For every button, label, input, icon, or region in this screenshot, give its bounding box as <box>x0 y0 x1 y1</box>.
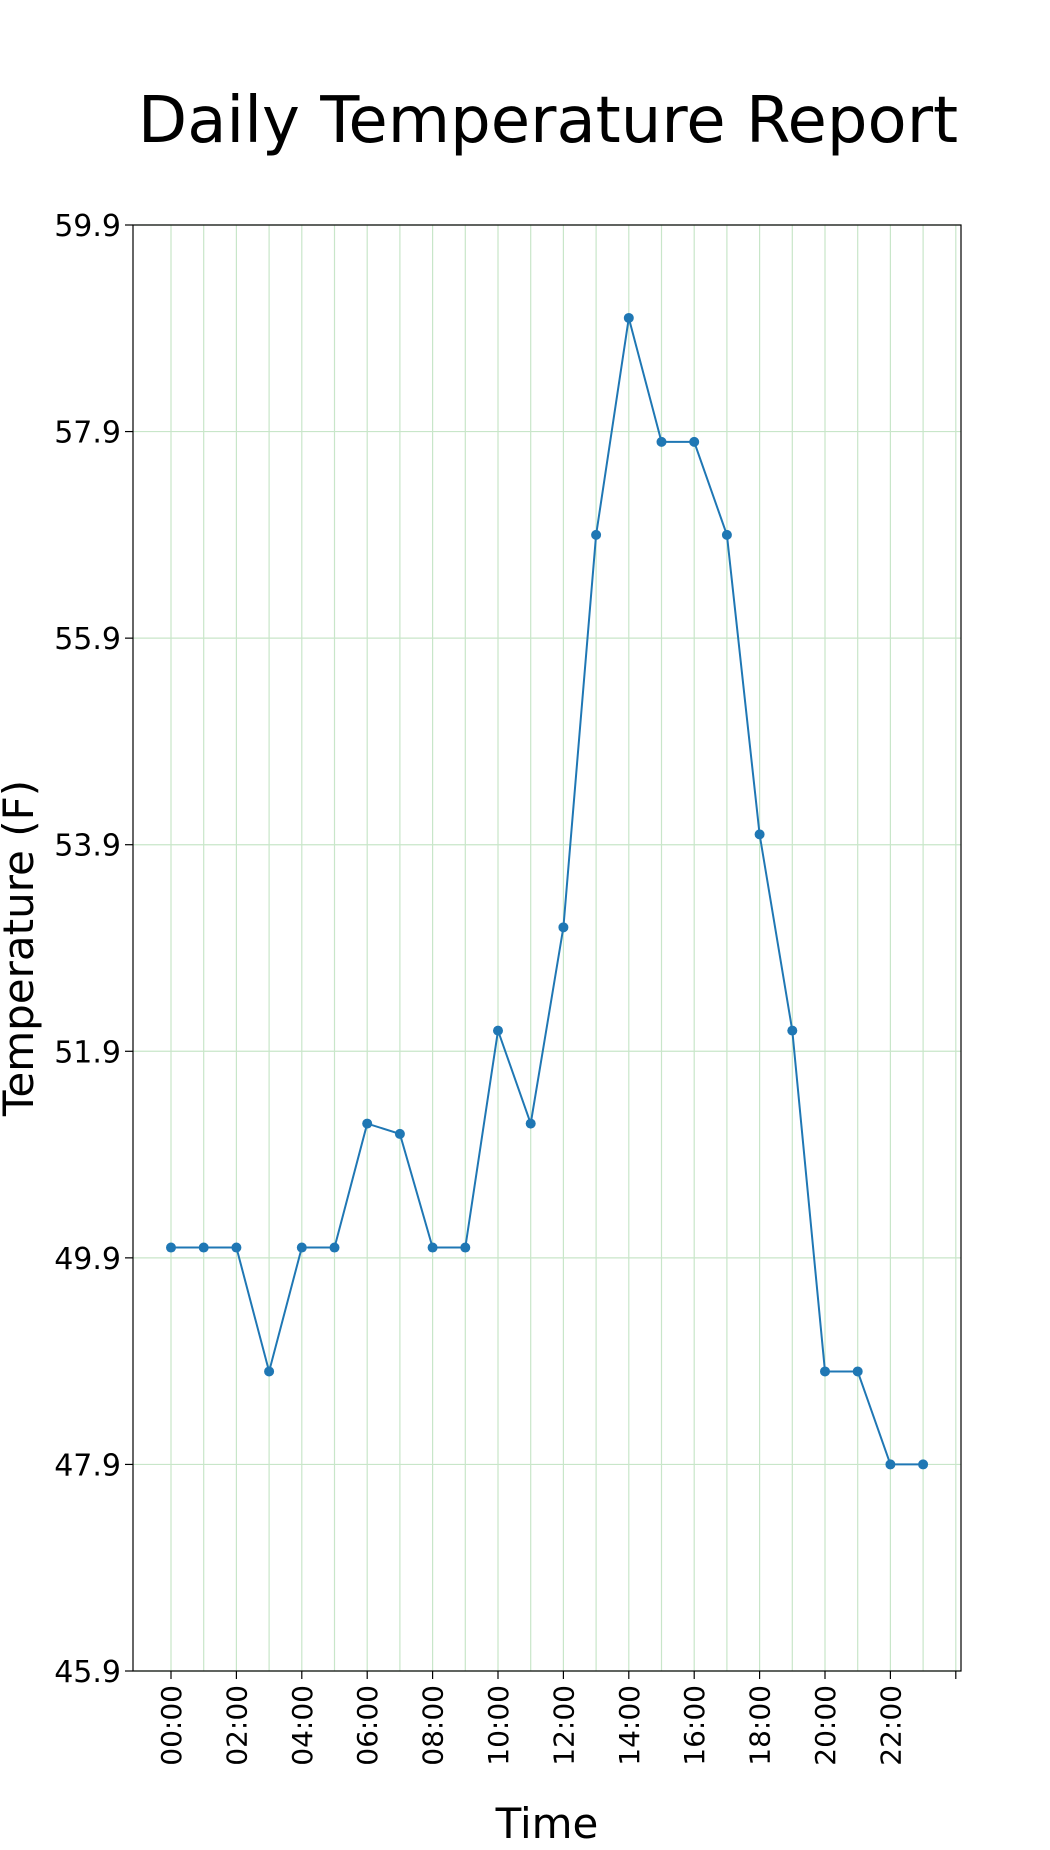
chart-title: Daily Temperature Report <box>138 84 958 158</box>
data-point-1400 <box>623 312 634 323</box>
x-tick-label: 12:00 <box>547 1685 580 1766</box>
x-tick-label: 20:00 <box>809 1685 842 1766</box>
x-tick-label: 06:00 <box>351 1685 384 1766</box>
data-point-1000 <box>493 1025 503 1036</box>
data-point-2200 <box>885 1459 896 1470</box>
data-point-1600 <box>689 436 700 447</box>
data-point-1300 <box>591 529 602 540</box>
data-point-0200 <box>231 1242 242 1253</box>
x-tick-label: 08:00 <box>417 1685 450 1766</box>
y-axis-ticks: 45.9 47.9 49.9 51.9 53.9 55.9 57.9 59.9 <box>54 209 133 1690</box>
x-tick-label: 04:00 <box>286 1685 319 1766</box>
y-tick-label: 49.9 <box>54 1242 121 1277</box>
y-axis-label: Temperature (F) <box>0 780 43 1117</box>
temperature-series <box>166 312 929 1470</box>
y-tick-label: 57.9 <box>54 416 121 451</box>
data-point-0400 <box>296 1242 307 1253</box>
x-tick-label: 22:00 <box>874 1685 907 1766</box>
data-point-1200 <box>558 922 569 933</box>
data-point-0100 <box>198 1242 209 1253</box>
data-point-2000 <box>820 1366 830 1377</box>
data-point-1500 <box>656 436 667 447</box>
x-axis-ticks: 00:00 02:00 04:00 06:00 08:00 10:00 12:00 14:00… <box>155 1671 957 1766</box>
x-tick-label: 14:00 <box>613 1685 646 1766</box>
data-point-0000 <box>166 1242 176 1253</box>
y-tick-label: 53.9 <box>54 829 121 864</box>
plot-area-frame <box>132 224 962 1672</box>
y-tick-label: 45.9 <box>54 1655 121 1690</box>
data-point-0900 <box>460 1242 471 1253</box>
x-axis-label: Time <box>495 1799 599 1848</box>
data-point-2300 <box>918 1459 929 1470</box>
data-point-0500 <box>329 1242 340 1253</box>
data-point-0300 <box>264 1366 275 1377</box>
data-point-0800 <box>427 1242 438 1253</box>
x-tick-label: 18:00 <box>744 1685 777 1766</box>
data-point-1700 <box>721 529 732 540</box>
x-tick-label: 16:00 <box>678 1685 711 1766</box>
y-tick-label: 59.9 <box>54 209 121 244</box>
data-point-1800 <box>754 829 765 840</box>
data-point-1900 <box>787 1025 798 1036</box>
x-tick-label: 02:00 <box>220 1685 253 1766</box>
data-point-0600 <box>362 1118 373 1129</box>
y-tick-label: 47.9 <box>54 1448 121 1483</box>
x-tick-label: 00:00 <box>155 1685 188 1766</box>
y-tick-label: 55.9 <box>54 622 121 657</box>
data-point-2100 <box>852 1366 863 1377</box>
y-tick-label: 51.9 <box>54 1035 121 1070</box>
x-tick-label: 10:00 <box>482 1685 515 1766</box>
data-point-1100 <box>525 1118 536 1129</box>
data-point-0700 <box>394 1128 405 1139</box>
temperature-line <box>171 317 924 1466</box>
grid-lines <box>133 224 961 1672</box>
